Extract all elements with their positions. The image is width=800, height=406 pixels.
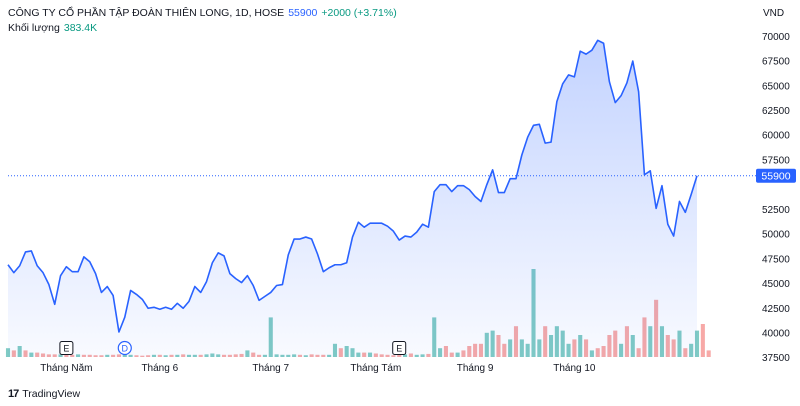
y-tick-label: 52500 xyxy=(762,205,790,216)
x-tick-label: Tháng 6 xyxy=(141,363,178,374)
x-tick-label: Tháng 9 xyxy=(457,363,494,374)
symbol-title[interactable]: CÔNG TY CỔ PHẦN TẬP ĐOÀN THIÊN LONG, 1D,… xyxy=(8,7,285,19)
price-line xyxy=(7,39,698,333)
y-tick-label: 40000 xyxy=(762,328,790,339)
y-tick-label: 50000 xyxy=(762,230,790,241)
volume-bar xyxy=(700,324,705,357)
x-tick-label: Tháng 10 xyxy=(553,363,596,374)
earnings-marker[interactable]: E xyxy=(59,341,74,355)
tradingview-logo-icon: 17 xyxy=(8,388,19,400)
price-change: +2000 (+3.71%) xyxy=(321,7,397,19)
brand-name: TradingView xyxy=(22,388,81,400)
time-axis: Tháng Năm Tháng 6 Tháng 7 Tháng Tám Tháng 9 T… xyxy=(40,363,596,374)
y-tick-label: 65000 xyxy=(762,81,790,92)
last-price-label: 55900 xyxy=(761,171,790,183)
earnings-marker[interactable]: E xyxy=(392,341,407,355)
tradingview-brand[interactable]: 17 TradingView xyxy=(8,388,80,400)
y-tick-label: 70000 xyxy=(762,32,790,43)
last-price-tag: 55900 xyxy=(756,168,796,183)
price-axis: 37500 40000 42500 45000 47500 50000 52500 57500… xyxy=(762,32,790,364)
y-tick-label: 37500 xyxy=(762,353,790,364)
svg-text:E: E xyxy=(396,344,402,354)
legend-row-symbol: CÔNG TY CỔ PHẦN TẬP ĐOÀN THIÊN LONG, 1D,… xyxy=(8,6,397,21)
volume-label[interactable]: Khối lượng xyxy=(8,22,60,34)
y-tick-label: 57500 xyxy=(762,155,790,166)
x-tick-label: Tháng Tám xyxy=(350,363,401,374)
svg-text:E: E xyxy=(63,344,69,354)
legend-row-volume: Khối lượng 383.4K xyxy=(8,21,397,36)
svg-text:D: D xyxy=(122,344,129,354)
y-tick-label: 45000 xyxy=(762,279,790,290)
volume-value: 383.4K xyxy=(63,22,98,34)
y-tick-label: 62500 xyxy=(762,106,790,117)
y-tick-label: 67500 xyxy=(762,57,790,68)
x-tick-label: Tháng 7 xyxy=(252,363,289,374)
chart-legend: CÔNG TY CỔ PHẦN TẬP ĐOÀN THIÊN LONG, 1D,… xyxy=(8,6,397,36)
y-tick-label: 47500 xyxy=(762,254,790,265)
dividend-marker[interactable]: D xyxy=(117,340,132,356)
volume-bar xyxy=(706,350,711,357)
y-tick-label: 42500 xyxy=(762,304,790,315)
price-area-fill xyxy=(8,40,697,357)
last-price: 55900 xyxy=(288,7,318,19)
currency-label: VND xyxy=(763,8,784,19)
volume-bar xyxy=(694,330,700,357)
y-tick-label: 60000 xyxy=(762,131,790,142)
x-tick-label: Tháng Năm xyxy=(40,363,92,374)
